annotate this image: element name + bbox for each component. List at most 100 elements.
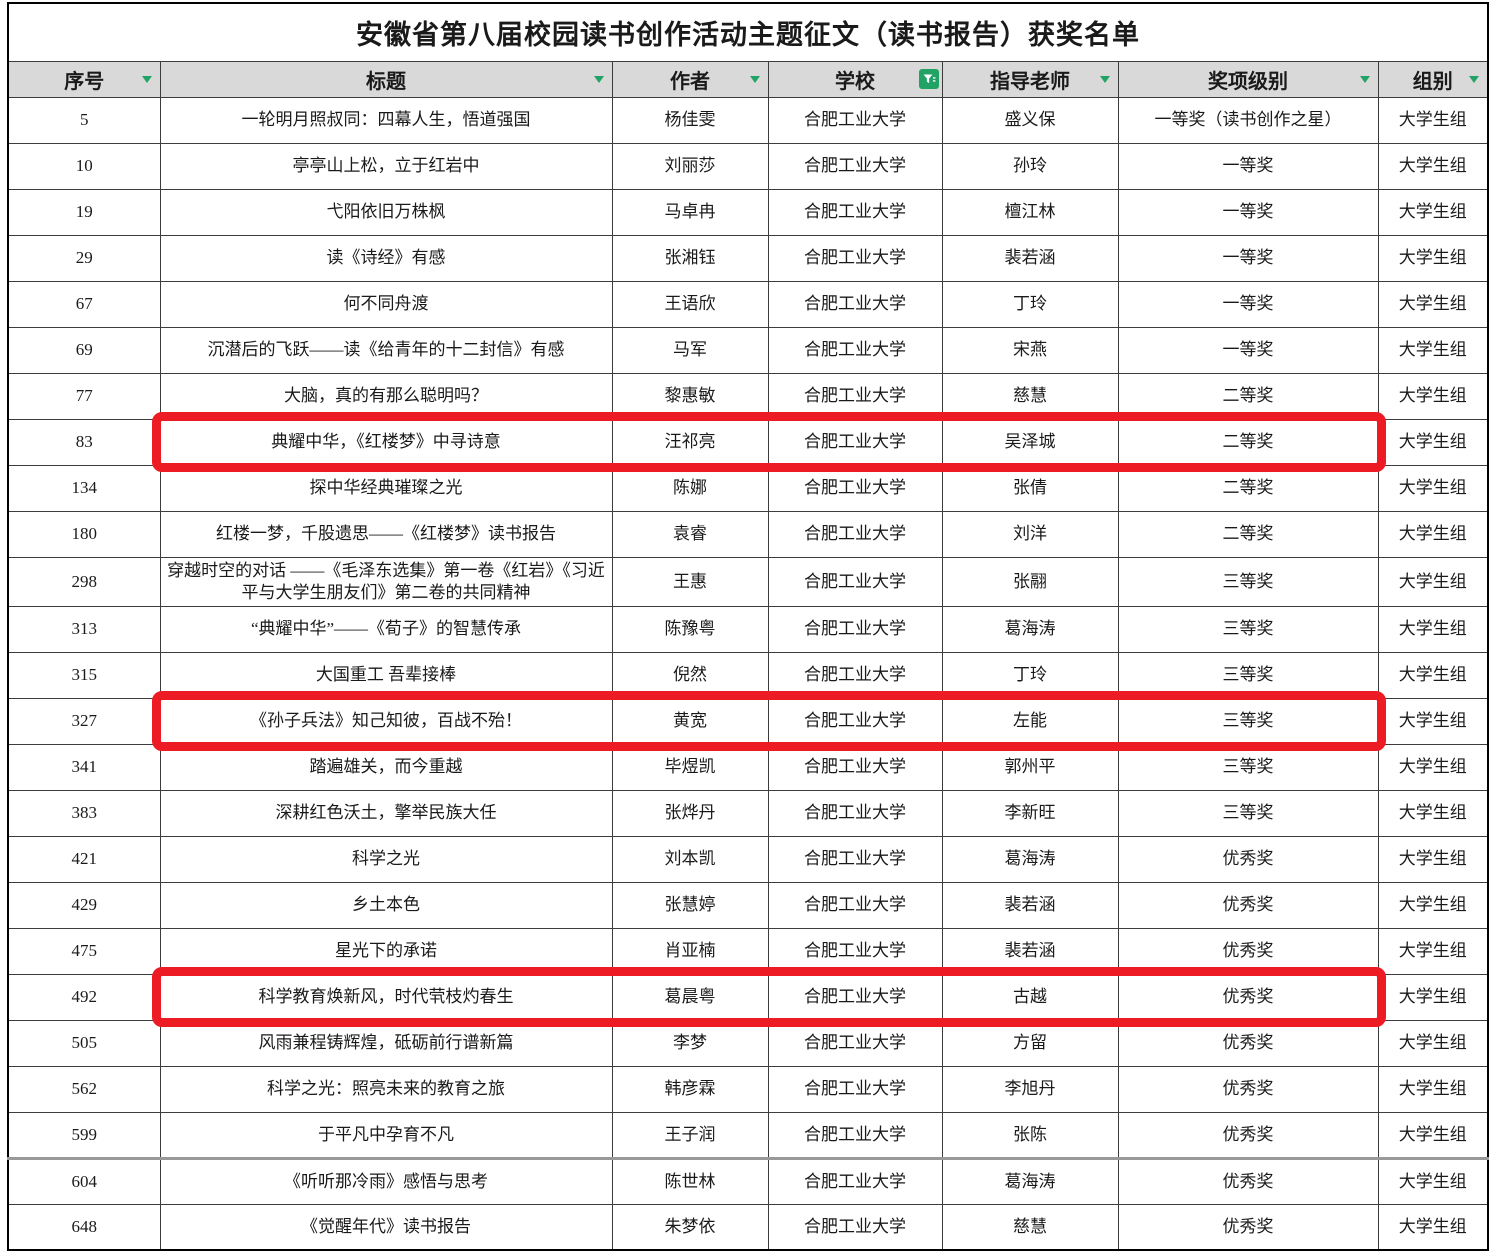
cell-no[interactable]: 298 xyxy=(7,556,161,607)
cell-author[interactable]: 黎惠敏 xyxy=(611,372,769,420)
cell-group[interactable]: 大学生组 xyxy=(1377,1203,1489,1251)
cell-group[interactable]: 大学生组 xyxy=(1377,697,1489,745)
cell-no[interactable]: 429 xyxy=(7,881,161,929)
cell-award[interactable]: 二等奖 xyxy=(1117,418,1379,466)
cell-no[interactable]: 562 xyxy=(7,1065,161,1113)
cell-award[interactable]: 二等奖 xyxy=(1117,510,1379,558)
cell-title[interactable]: 《觉醒年代》读书报告 xyxy=(159,1203,613,1251)
cell-school[interactable]: 合肥工业大学 xyxy=(767,142,943,190)
cell-author[interactable]: 王惠 xyxy=(611,556,769,607)
cell-advisor[interactable]: 吴泽城 xyxy=(941,418,1119,466)
cell-school[interactable]: 合肥工业大学 xyxy=(767,510,943,558)
cell-school[interactable]: 合肥工业大学 xyxy=(767,234,943,282)
cell-title[interactable]: 大脑，真的有那么聪明吗？ xyxy=(159,372,613,420)
cell-title[interactable]: 典耀中华，《红楼梦》中寻诗意 xyxy=(159,418,613,466)
cell-award[interactable]: 优秀奖 xyxy=(1117,927,1379,975)
cell-school[interactable]: 合肥工业大学 xyxy=(767,1065,943,1113)
cell-no[interactable]: 505 xyxy=(7,1019,161,1067)
cell-group[interactable]: 大学生组 xyxy=(1377,464,1489,512)
cell-author[interactable]: 葛晨粤 xyxy=(611,973,769,1021)
cell-no[interactable]: 5 xyxy=(7,96,161,144)
cell-advisor[interactable]: 张倩 xyxy=(941,464,1119,512)
cell-school[interactable]: 合肥工业大学 xyxy=(767,651,943,699)
cell-advisor[interactable]: 葛海涛 xyxy=(941,835,1119,883)
cell-school[interactable]: 合肥工业大学 xyxy=(767,743,943,791)
cell-award[interactable]: 一等奖 xyxy=(1117,188,1379,236)
cell-award[interactable]: 优秀奖 xyxy=(1117,1065,1379,1113)
author-filter-dropdown-button[interactable] xyxy=(745,69,765,89)
cell-school[interactable]: 合肥工业大学 xyxy=(767,1203,943,1251)
cell-advisor[interactable]: 裴若涵 xyxy=(941,927,1119,975)
cell-advisor[interactable]: 方留 xyxy=(941,1019,1119,1067)
cell-school[interactable]: 合肥工业大学 xyxy=(767,1019,943,1067)
cell-title[interactable]: 穿越时空的对话 ——《毛泽东选集》第一卷《红岩》《习近平与大学生朋友们》第二卷的… xyxy=(159,556,613,607)
cell-title[interactable]: 大国重工 吾辈接棒 xyxy=(159,651,613,699)
cell-group[interactable]: 大学生组 xyxy=(1377,418,1489,466)
cell-author[interactable]: 陈世林 xyxy=(611,1156,769,1205)
cell-no[interactable]: 327 xyxy=(7,697,161,745)
cell-group[interactable]: 大学生组 xyxy=(1377,510,1489,558)
cell-title[interactable]: 于平凡中孕育不凡 xyxy=(159,1111,613,1159)
cell-award[interactable]: 一等奖 xyxy=(1117,234,1379,282)
cell-author[interactable]: 马军 xyxy=(611,326,769,374)
cell-school[interactable]: 合肥工业大学 xyxy=(767,188,943,236)
cell-school[interactable]: 合肥工业大学 xyxy=(767,96,943,144)
cell-award[interactable]: 优秀奖 xyxy=(1117,1019,1379,1067)
cell-group[interactable]: 大学生组 xyxy=(1377,927,1489,975)
cell-no[interactable]: 180 xyxy=(7,510,161,558)
cell-author[interactable]: 朱梦依 xyxy=(611,1203,769,1251)
advisor-filter-dropdown-button[interactable] xyxy=(1095,69,1115,89)
cell-award[interactable]: 优秀奖 xyxy=(1117,881,1379,929)
cell-award[interactable]: 优秀奖 xyxy=(1117,1156,1379,1205)
cell-award[interactable]: 三等奖 xyxy=(1117,605,1379,653)
cell-no[interactable]: 83 xyxy=(7,418,161,466)
cell-title[interactable]: 科学之光 xyxy=(159,835,613,883)
cell-author[interactable]: 汪祁亮 xyxy=(611,418,769,466)
group-filter-dropdown-button[interactable] xyxy=(1464,69,1484,89)
cell-title[interactable]: 红楼一梦，千股遗思——《红楼梦》读书报告 xyxy=(159,510,613,558)
cell-no[interactable]: 648 xyxy=(7,1203,161,1251)
cell-title[interactable]: 科学教育焕新风，时代茕枝灼春生 xyxy=(159,973,613,1021)
cell-group[interactable]: 大学生组 xyxy=(1377,789,1489,837)
cell-school[interactable]: 合肥工业大学 xyxy=(767,927,943,975)
cell-group[interactable]: 大学生组 xyxy=(1377,372,1489,420)
cell-advisor[interactable]: 孙玲 xyxy=(941,142,1119,190)
cell-group[interactable]: 大学生组 xyxy=(1377,280,1489,328)
cell-author[interactable]: 张烨丹 xyxy=(611,789,769,837)
cell-no[interactable]: 69 xyxy=(7,326,161,374)
cell-school[interactable]: 合肥工业大学 xyxy=(767,881,943,929)
cell-school[interactable]: 合肥工业大学 xyxy=(767,556,943,607)
cell-group[interactable]: 大学生组 xyxy=(1377,1156,1489,1205)
cell-group[interactable]: 大学生组 xyxy=(1377,1111,1489,1159)
cell-author[interactable]: 黄宽 xyxy=(611,697,769,745)
school-filter-button-active[interactable] xyxy=(918,69,939,89)
cell-award[interactable]: 三等奖 xyxy=(1117,697,1379,745)
cell-advisor[interactable]: 葛海涛 xyxy=(941,605,1119,653)
cell-award[interactable]: 一等奖 xyxy=(1117,280,1379,328)
cell-no[interactable]: 604 xyxy=(7,1156,161,1205)
cell-title[interactable]: 《孙子兵法》知己知彼，百战不殆！ xyxy=(159,697,613,745)
cell-advisor[interactable]: 李新旺 xyxy=(941,789,1119,837)
cell-award[interactable]: 二等奖 xyxy=(1117,464,1379,512)
cell-author[interactable]: 张湘钰 xyxy=(611,234,769,282)
cell-school[interactable]: 合肥工业大学 xyxy=(767,326,943,374)
cell-no[interactable]: 67 xyxy=(7,280,161,328)
cell-author[interactable]: 刘丽莎 xyxy=(611,142,769,190)
cell-title[interactable]: 读《诗经》有感 xyxy=(159,234,613,282)
cell-advisor[interactable]: 张陈 xyxy=(941,1111,1119,1159)
cell-author[interactable]: 王子润 xyxy=(611,1111,769,1159)
cell-school[interactable]: 合肥工业大学 xyxy=(767,973,943,1021)
cell-title[interactable]: 乡土本色 xyxy=(159,881,613,929)
cell-title[interactable]: 科学之光：照亮未来的教育之旅 xyxy=(159,1065,613,1113)
cell-school[interactable]: 合肥工业大学 xyxy=(767,372,943,420)
cell-title[interactable]: 深耕红色沃土，擎举民族大任 xyxy=(159,789,613,837)
cell-no[interactable]: 421 xyxy=(7,835,161,883)
cell-author[interactable]: 肖亚楠 xyxy=(611,927,769,975)
cell-group[interactable]: 大学生组 xyxy=(1377,973,1489,1021)
cell-advisor[interactable]: 古越 xyxy=(941,973,1119,1021)
cell-author[interactable]: 韩彦霖 xyxy=(611,1065,769,1113)
cell-no[interactable]: 341 xyxy=(7,743,161,791)
cell-award[interactable]: 三等奖 xyxy=(1117,789,1379,837)
cell-author[interactable]: 杨佳雯 xyxy=(611,96,769,144)
cell-advisor[interactable]: 丁玲 xyxy=(941,280,1119,328)
